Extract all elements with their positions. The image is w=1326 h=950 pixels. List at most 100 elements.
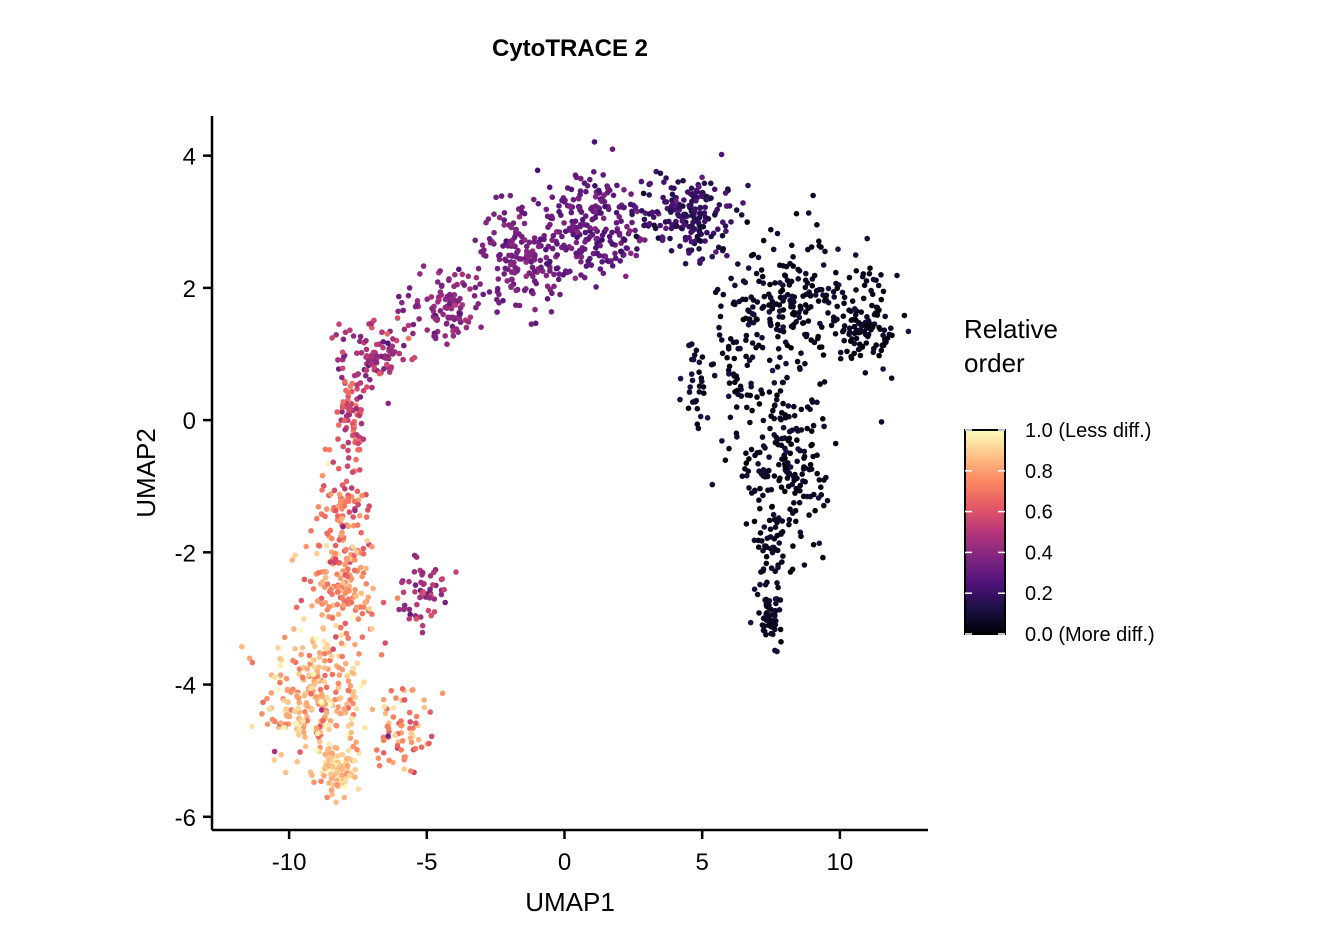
data-point: [821, 502, 827, 509]
data-point: [862, 370, 869, 376]
data-point: [311, 779, 317, 786]
data-point: [768, 226, 774, 233]
data-point: [504, 278, 511, 284]
data-point: [689, 377, 696, 384]
data-point: [864, 322, 870, 329]
data-point: [549, 245, 556, 252]
data-point: [669, 191, 676, 198]
data-point: [366, 503, 373, 509]
data-point: [546, 184, 553, 191]
data-point: [699, 354, 706, 360]
data-point: [350, 700, 356, 707]
legend-tick-label: 1.0 (Less diff.): [1025, 420, 1151, 442]
data-point: [438, 591, 445, 598]
data-point: [601, 198, 608, 205]
data-point: [530, 273, 536, 280]
data-point: [421, 697, 427, 703]
data-point: [814, 222, 820, 228]
data-point: [654, 209, 660, 215]
data-point: [328, 775, 335, 782]
data-point: [302, 734, 308, 740]
data-point: [333, 634, 339, 640]
data-point: [344, 573, 351, 580]
data-point: [882, 313, 888, 320]
data-point: [888, 375, 895, 382]
data-point: [417, 271, 423, 277]
data-point: [345, 723, 352, 729]
data-point: [663, 175, 669, 181]
data-point: [269, 716, 276, 723]
data-point: [461, 282, 468, 288]
data-point: [818, 484, 824, 491]
data-point: [690, 207, 697, 213]
data-point: [291, 626, 297, 632]
data-point: [369, 706, 376, 713]
data-point: [592, 203, 599, 209]
data-point: [609, 146, 616, 152]
data-point: [777, 262, 783, 269]
data-point: [782, 339, 789, 346]
data-point: [444, 341, 450, 348]
data-point: [780, 324, 786, 330]
y-tick-label: 4: [183, 144, 196, 171]
data-point: [651, 222, 657, 229]
data-point: [774, 321, 781, 328]
data-point: [336, 491, 343, 498]
data-point: [353, 593, 359, 600]
data-point: [299, 674, 306, 681]
data-point: [779, 435, 785, 442]
data-point: [628, 250, 634, 257]
data-point: [774, 364, 781, 370]
data-point: [437, 289, 444, 295]
data-point: [408, 739, 415, 746]
data-point: [661, 179, 667, 185]
data-point: [491, 211, 497, 217]
data-point: [410, 330, 416, 337]
data-point: [399, 299, 405, 306]
data-point: [313, 694, 320, 700]
data-point: [354, 660, 361, 666]
data-point: [594, 235, 600, 242]
data-point: [671, 185, 677, 192]
data-point: [442, 333, 449, 339]
data-point: [797, 303, 804, 310]
data-point: [782, 488, 788, 495]
data-point: [475, 265, 482, 272]
data-point: [788, 345, 794, 351]
data-point: [318, 699, 324, 705]
data-point: [380, 344, 386, 351]
data-point: [452, 271, 458, 278]
data-point: [392, 732, 398, 739]
data-point: [853, 335, 860, 342]
data-point: [784, 277, 791, 284]
data-point: [353, 604, 360, 610]
data-point: [341, 503, 348, 509]
data-point: [339, 666, 346, 673]
data-point: [554, 252, 560, 258]
data-point: [338, 624, 344, 631]
data-point: [743, 450, 749, 457]
data-point: [751, 488, 758, 495]
data-point: [789, 311, 796, 317]
data-point: [785, 483, 792, 490]
data-point: [583, 213, 589, 219]
data-point: [384, 331, 391, 337]
data-point: [684, 189, 691, 195]
data-point: [347, 383, 354, 390]
data-point: [286, 713, 293, 720]
data-point: [335, 357, 341, 363]
data-point: [341, 794, 348, 801]
data-point: [745, 468, 752, 475]
data-point: [790, 303, 796, 310]
data-point: [510, 220, 517, 226]
data-point: [277, 679, 283, 686]
data-point: [337, 575, 344, 582]
data-point: [589, 216, 595, 223]
data-point: [813, 287, 820, 294]
data-point: [316, 543, 323, 549]
data-point: [406, 285, 413, 291]
data-point: [354, 746, 360, 753]
data-point: [328, 787, 335, 793]
data-point: [357, 380, 364, 386]
data-point: [835, 246, 841, 252]
